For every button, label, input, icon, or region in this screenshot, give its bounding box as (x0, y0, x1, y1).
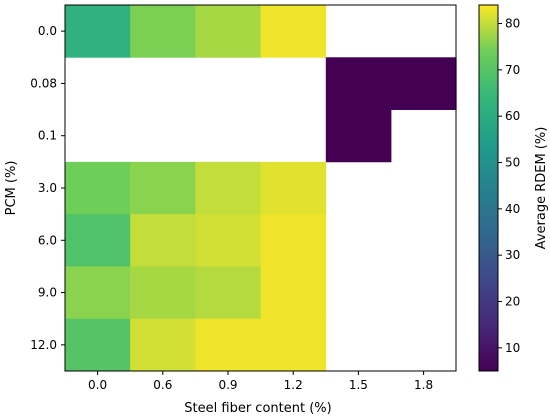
colorbar (478, 4, 499, 372)
colorbar-label: Average RDEM (%) (534, 127, 549, 250)
x-tick-label: 0.0 (88, 378, 107, 392)
x-tick-label: 0.6 (153, 378, 172, 392)
y-tick-label: 3.0 (38, 181, 57, 195)
x-axis-title: Steel fiber content (%) (184, 401, 331, 416)
heatmap-cell (130, 266, 196, 320)
colorbar-tick-label: 20 (505, 295, 520, 309)
y-tick-label: 6.0 (38, 233, 57, 247)
colorbar-tick-label: 40 (505, 202, 520, 216)
x-tick-label: 0.9 (218, 378, 237, 392)
colorbar-ticks: 10 20 30 40 50 60 70 80 (498, 17, 520, 355)
heatmap-cell (260, 5, 327, 58)
heatmap-cell (65, 318, 131, 372)
y-tick-label: 0.08 (30, 76, 57, 90)
y-axis: 0.0 0.08 0.1 3.0 6.0 9.0 12.0 (30, 24, 65, 352)
heatmap-cell (65, 266, 131, 320)
heatmap-cell (260, 214, 327, 267)
heatmap-cell (195, 266, 261, 320)
colorbar-tick-label: 70 (505, 63, 520, 77)
heatmap-cell (391, 57, 457, 110)
y-tick-label: 12.0 (30, 338, 57, 352)
heatmap-cell (195, 214, 261, 267)
colorbar-tick-label: 50 (505, 156, 520, 170)
heatmap-cell (65, 5, 131, 58)
heatmap-cell (195, 318, 261, 372)
y-tick-label: 0.0 (38, 24, 57, 38)
x-axis: 0.0 0.6 0.9 1.2 1.5 1.8 (88, 371, 433, 392)
colorbar-tick-label: 60 (505, 109, 520, 123)
y-axis-title: PCM (%) (4, 161, 19, 216)
colorbar-tick-label: 30 (505, 248, 520, 262)
x-tick-label: 1.5 (349, 378, 368, 392)
heatmap-cell (65, 161, 131, 215)
heatmap-cell (130, 5, 196, 58)
heatmap-cell (195, 5, 261, 58)
heatmap-cell (260, 318, 327, 372)
heatmap-cell (65, 214, 131, 267)
heatmap-cell (260, 266, 327, 320)
heatmap-cell (325, 109, 392, 163)
heatmap-cell (130, 214, 196, 267)
x-tick-label: 1.2 (284, 378, 303, 392)
y-tick-label: 9.0 (38, 286, 57, 300)
heatmap-cell (260, 161, 327, 215)
heatmap-cell (130, 161, 196, 215)
colorbar-tick-label: 80 (505, 17, 520, 31)
y-tick-label: 0.1 (38, 129, 57, 143)
heatmap-cells (65, 5, 457, 372)
heatmap-cell (325, 57, 392, 110)
heatmap-cell (195, 161, 261, 215)
x-tick-label: 1.8 (414, 378, 433, 392)
colorbar-tick-label: 10 (505, 341, 520, 355)
heatmap-cell (130, 318, 196, 372)
